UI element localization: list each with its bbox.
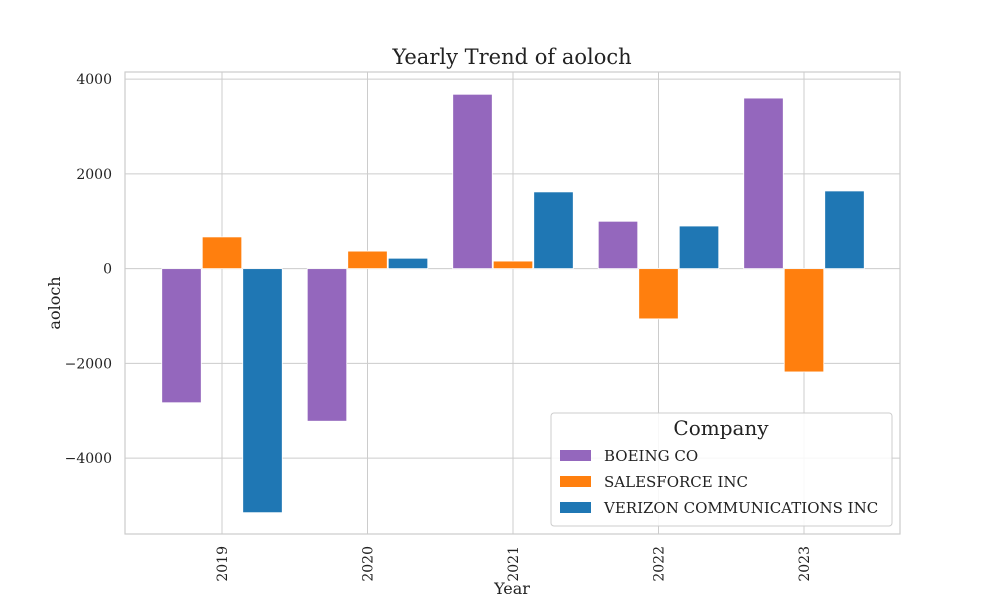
- bar-boeing-co-2022: [597, 220, 639, 270]
- x-tick-label: 2023: [797, 546, 813, 582]
- y-tick-label: −2000: [65, 356, 112, 372]
- bar-verizon-communications-inc-2020: [387, 257, 429, 270]
- bars-group: [161, 93, 865, 514]
- bar-verizon-communications-inc-2021: [533, 191, 574, 270]
- bar-salesforce-inc-2019: [201, 236, 243, 270]
- legend-title: Company: [673, 416, 769, 440]
- bar-boeing-co-2019: [161, 268, 202, 404]
- legend-items: BOEING CO SALESFORCE INC VERIZON COMMUNICA…: [560, 447, 878, 517]
- bar-salesforce-inc-2023: [783, 268, 825, 373]
- bar-verizon-communications-inc-2019: [242, 268, 283, 514]
- x-tick-label: 2019: [215, 546, 231, 582]
- x-tick-labels: 2019 2020 2021 2022 2023: [215, 546, 813, 582]
- bar-salesforce-inc-2020: [347, 250, 388, 270]
- legend-swatch: [560, 476, 591, 487]
- bar-boeing-co-2020: [306, 268, 348, 422]
- legend-box: [550, 412, 893, 527]
- y-tick-label: 4000: [76, 72, 112, 88]
- bar-salesforce-inc-2021: [492, 260, 534, 270]
- legend-swatch: [560, 502, 591, 513]
- y-tick-label: 0: [103, 262, 112, 278]
- legend-label: SALESFORCE INC: [604, 473, 748, 491]
- legend-label: BOEING CO: [604, 447, 698, 465]
- legend-label: VERIZON COMMUNICATIONS INC: [603, 499, 878, 517]
- x-tick-label: 2021: [506, 546, 522, 582]
- chart-title: Yearly Trend of aoloch: [391, 45, 631, 69]
- bar-verizon-communications-inc-2022: [678, 225, 720, 270]
- legend: Company BOEING CO SALESFORCE INC VERIZON C…: [550, 412, 893, 527]
- bar-boeing-co-2021: [452, 93, 493, 270]
- x-tick-label: 2022: [652, 546, 668, 582]
- x-axis-label: Year: [493, 579, 530, 598]
- x-tick-label: 2020: [361, 546, 377, 582]
- bar-verizon-communications-inc-2023: [824, 190, 865, 270]
- y-tick-labels: 4000 2000 0 −2000 −4000: [65, 72, 112, 467]
- y-axis-label: aoloch: [45, 276, 64, 329]
- y-tick-label: −4000: [65, 451, 112, 467]
- plot-area-frame: [124, 71, 901, 535]
- bar-boeing-co-2023: [743, 97, 784, 270]
- legend-swatch: [560, 450, 591, 461]
- bar-salesforce-inc-2022: [638, 268, 679, 320]
- y-tick-label: 2000: [76, 167, 112, 183]
